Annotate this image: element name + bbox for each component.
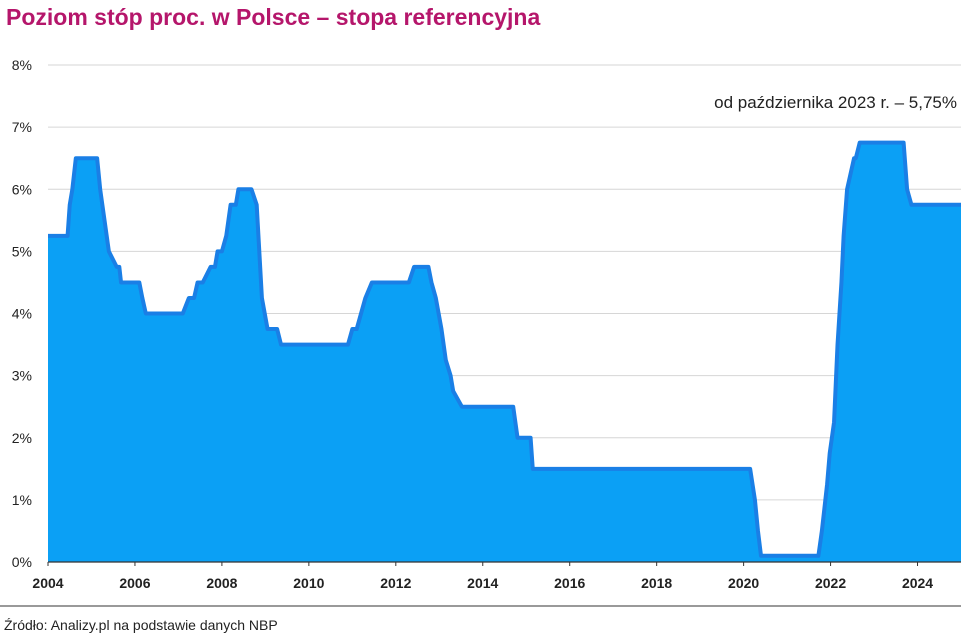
y-tick-label: 8% xyxy=(12,57,32,73)
x-tick-label: 2022 xyxy=(815,575,846,591)
y-tick-label: 0% xyxy=(12,554,32,570)
y-tick-label: 4% xyxy=(12,306,32,322)
axes xyxy=(0,561,961,607)
x-tick-label: 2004 xyxy=(32,575,63,591)
y-tick-label: 3% xyxy=(12,368,32,384)
y-tick-label: 7% xyxy=(12,119,32,135)
x-tick-label: 2018 xyxy=(641,575,672,591)
rate-area xyxy=(48,142,961,562)
x-tick-label: 2014 xyxy=(467,575,498,591)
y-tick-label: 6% xyxy=(12,181,32,197)
x-tick-label: 2012 xyxy=(380,575,411,591)
chart-source: Źródło: Analizy.pl na podstawie danych N… xyxy=(4,617,278,633)
y-tick-label: 1% xyxy=(12,492,32,508)
tick-labels: 0% 1% 2% 3% 4% 5% 6% 7% 8% 2004 2006 2008 2010 2012 20… xyxy=(12,57,934,591)
y-tick-label: 5% xyxy=(12,243,32,259)
rate-line xyxy=(48,140,961,558)
x-tick-label: 2024 xyxy=(902,575,933,591)
x-tick-label: 2006 xyxy=(119,575,150,591)
series-layer xyxy=(48,140,961,562)
chart-title: Poziom stóp proc. w Polsce – stopa refer… xyxy=(6,4,541,30)
x-tick-label: 2010 xyxy=(293,575,324,591)
chart-area: 0% 1% 2% 3% 4% 5% 6% 7% 8% 2004 2006 2008 2010 2012 20… xyxy=(0,57,961,607)
x-tick-label: 2020 xyxy=(728,575,759,591)
chart-annotation: od października 2023 r. – 5,75% xyxy=(714,93,957,112)
y-tick-label: 2% xyxy=(12,430,32,446)
x-tick-label: 2016 xyxy=(554,575,585,591)
x-tick-label: 2008 xyxy=(206,575,237,591)
